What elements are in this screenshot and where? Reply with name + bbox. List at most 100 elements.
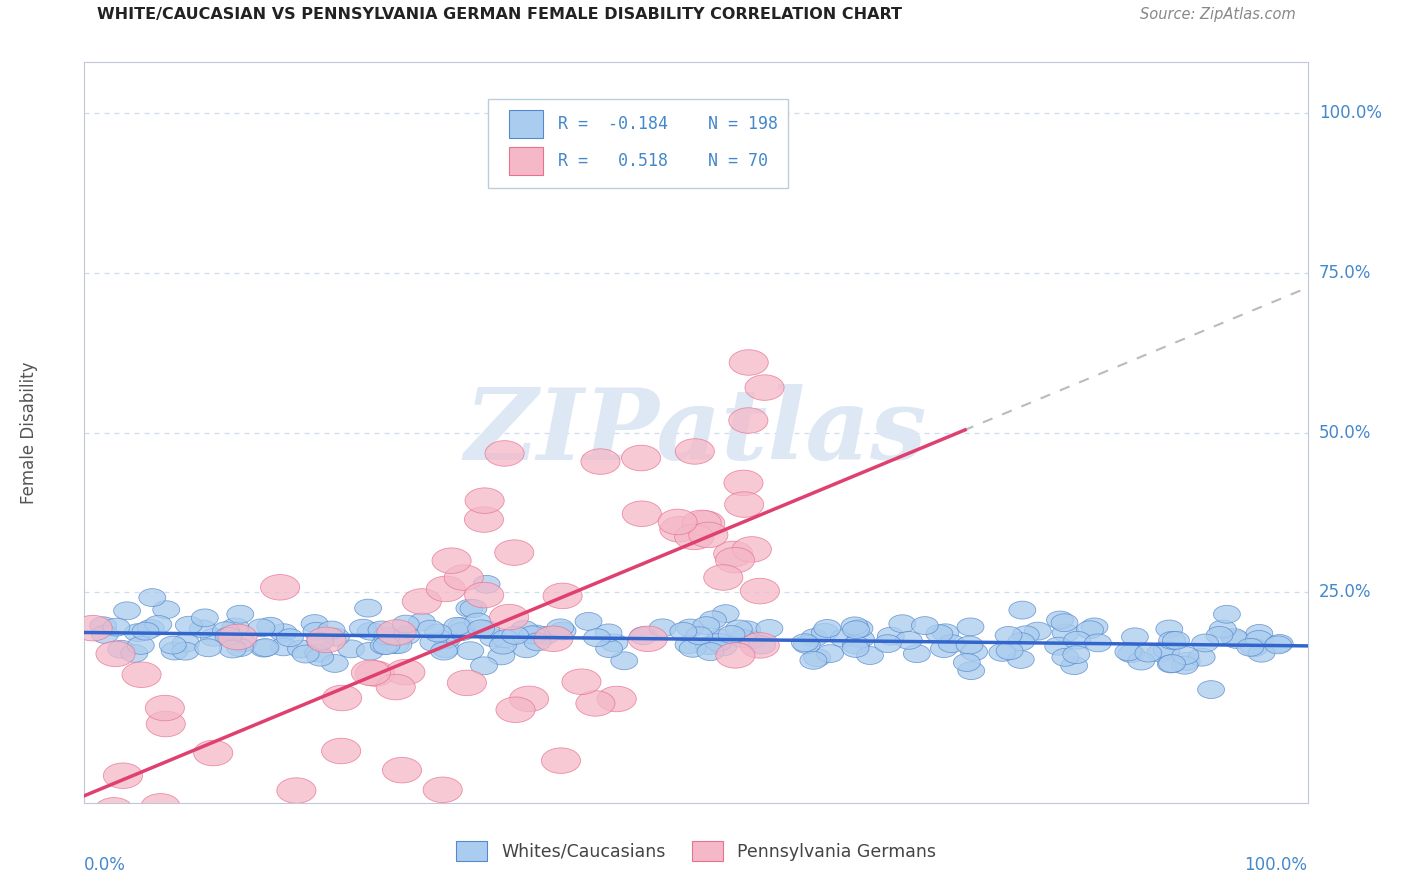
Ellipse shape xyxy=(1135,644,1161,662)
Text: 100.0%: 100.0% xyxy=(1319,104,1382,122)
Ellipse shape xyxy=(707,629,734,647)
Ellipse shape xyxy=(1046,611,1073,629)
Ellipse shape xyxy=(1147,644,1174,662)
Ellipse shape xyxy=(598,686,637,712)
Ellipse shape xyxy=(104,763,142,789)
Ellipse shape xyxy=(659,516,699,542)
Ellipse shape xyxy=(889,615,915,632)
Ellipse shape xyxy=(524,633,551,651)
Ellipse shape xyxy=(472,621,501,639)
Ellipse shape xyxy=(432,548,471,574)
Ellipse shape xyxy=(368,621,395,639)
Ellipse shape xyxy=(1246,624,1272,642)
Ellipse shape xyxy=(115,847,155,873)
Ellipse shape xyxy=(630,627,657,645)
Ellipse shape xyxy=(531,626,560,644)
Ellipse shape xyxy=(73,615,112,640)
Ellipse shape xyxy=(793,636,820,654)
Ellipse shape xyxy=(1264,636,1292,654)
Ellipse shape xyxy=(596,640,623,657)
Ellipse shape xyxy=(464,507,503,533)
Text: R =  -0.184    N = 198: R = -0.184 N = 198 xyxy=(558,115,778,133)
Ellipse shape xyxy=(90,617,117,635)
Ellipse shape xyxy=(488,647,515,665)
Ellipse shape xyxy=(718,625,745,643)
Ellipse shape xyxy=(724,470,763,496)
Ellipse shape xyxy=(738,631,765,648)
Ellipse shape xyxy=(734,621,761,639)
Ellipse shape xyxy=(562,669,600,695)
Ellipse shape xyxy=(356,661,395,686)
Ellipse shape xyxy=(502,626,529,644)
Ellipse shape xyxy=(1237,639,1264,657)
Ellipse shape xyxy=(374,627,401,645)
Ellipse shape xyxy=(447,670,486,696)
Ellipse shape xyxy=(697,643,724,661)
Ellipse shape xyxy=(322,685,361,711)
Text: 100.0%: 100.0% xyxy=(1244,856,1308,874)
Ellipse shape xyxy=(464,613,491,631)
Ellipse shape xyxy=(468,620,495,638)
Ellipse shape xyxy=(927,624,953,642)
Ellipse shape xyxy=(931,640,957,657)
Ellipse shape xyxy=(1081,618,1108,636)
Ellipse shape xyxy=(534,626,574,651)
Ellipse shape xyxy=(460,599,486,617)
Ellipse shape xyxy=(430,642,457,660)
Ellipse shape xyxy=(704,565,742,591)
Ellipse shape xyxy=(1045,637,1071,655)
Ellipse shape xyxy=(464,582,503,607)
Ellipse shape xyxy=(1064,632,1091,649)
Ellipse shape xyxy=(686,511,724,536)
Ellipse shape xyxy=(513,640,540,657)
Ellipse shape xyxy=(1052,624,1080,642)
Ellipse shape xyxy=(124,624,152,641)
Ellipse shape xyxy=(710,638,737,656)
Ellipse shape xyxy=(301,615,328,632)
Ellipse shape xyxy=(377,674,415,700)
Ellipse shape xyxy=(121,644,148,662)
Ellipse shape xyxy=(318,621,344,639)
Ellipse shape xyxy=(394,626,420,644)
Ellipse shape xyxy=(222,618,249,636)
Ellipse shape xyxy=(693,616,720,634)
Ellipse shape xyxy=(576,690,614,716)
Ellipse shape xyxy=(277,629,304,647)
Ellipse shape xyxy=(846,620,873,638)
FancyBboxPatch shape xyxy=(509,147,543,175)
Ellipse shape xyxy=(1010,601,1036,619)
Ellipse shape xyxy=(801,629,828,647)
Ellipse shape xyxy=(1159,655,1185,673)
Ellipse shape xyxy=(496,697,536,723)
Ellipse shape xyxy=(988,643,1015,661)
Ellipse shape xyxy=(1192,634,1219,652)
Ellipse shape xyxy=(304,623,330,640)
Text: WHITE/CAUCASIAN VS PENNSYLVANIA GERMAN FEMALE DISABILITY CORRELATION CHART: WHITE/CAUCASIAN VS PENNSYLVANIA GERMAN F… xyxy=(97,7,901,21)
Ellipse shape xyxy=(831,629,858,647)
Ellipse shape xyxy=(1267,634,1294,652)
Ellipse shape xyxy=(122,662,162,688)
Ellipse shape xyxy=(277,778,316,804)
Ellipse shape xyxy=(904,645,931,663)
Ellipse shape xyxy=(1084,634,1111,652)
Ellipse shape xyxy=(676,619,703,637)
Ellipse shape xyxy=(595,624,621,642)
Ellipse shape xyxy=(550,622,576,640)
Ellipse shape xyxy=(254,878,294,892)
Ellipse shape xyxy=(307,632,333,650)
Ellipse shape xyxy=(392,615,419,633)
Ellipse shape xyxy=(875,635,901,653)
Ellipse shape xyxy=(1157,655,1184,673)
Ellipse shape xyxy=(740,632,779,658)
Ellipse shape xyxy=(420,633,447,651)
Ellipse shape xyxy=(485,441,524,467)
Ellipse shape xyxy=(114,602,141,620)
Ellipse shape xyxy=(195,639,222,657)
Ellipse shape xyxy=(288,640,315,658)
Ellipse shape xyxy=(686,627,713,645)
Ellipse shape xyxy=(444,617,471,635)
FancyBboxPatch shape xyxy=(509,110,543,138)
Ellipse shape xyxy=(118,845,157,870)
Ellipse shape xyxy=(995,626,1022,644)
Ellipse shape xyxy=(1118,645,1144,663)
